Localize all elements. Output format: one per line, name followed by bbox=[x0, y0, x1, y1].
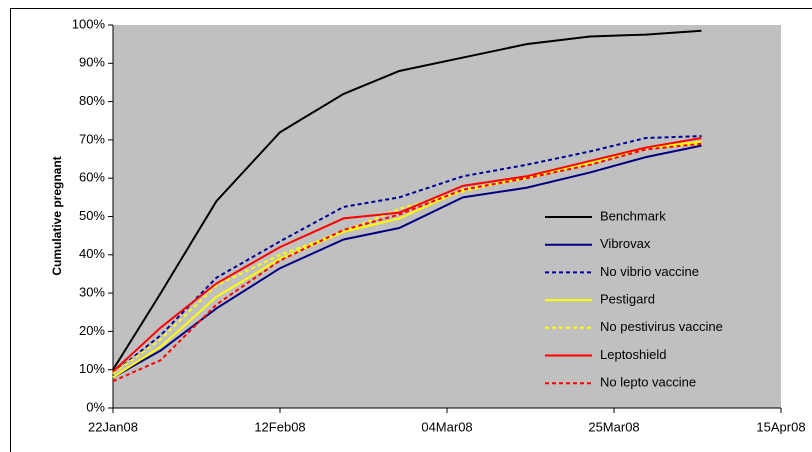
legend-label: No pestivirus vaccine bbox=[600, 319, 723, 334]
series-line bbox=[112, 142, 702, 383]
y-tick-label: 60% bbox=[79, 170, 105, 185]
x-tick-label: 04Mar08 bbox=[421, 419, 472, 434]
y-tick-label: 40% bbox=[79, 246, 105, 261]
x-tick-label: 22Jan08 bbox=[88, 419, 138, 434]
legend-label: Leptoshield bbox=[600, 347, 667, 362]
y-axis-label: Cumulative pregnant bbox=[50, 156, 64, 275]
y-tick-label: 30% bbox=[79, 285, 105, 300]
legend-label: Vibrovax bbox=[600, 236, 651, 251]
plot-area bbox=[113, 25, 781, 408]
x-tick-label: 25Mar08 bbox=[588, 419, 639, 434]
legend-label: Benchmark bbox=[600, 208, 666, 223]
series-line bbox=[112, 136, 702, 373]
x-tick-label: 12Feb08 bbox=[254, 419, 305, 434]
y-tick-label: 20% bbox=[79, 323, 105, 338]
legend-label: No lepto vaccine bbox=[600, 375, 696, 390]
legend-label: Pestigard bbox=[600, 292, 655, 307]
series-line bbox=[112, 140, 702, 379]
y-tick-label: 100% bbox=[72, 16, 106, 31]
legend-label: No vibrio vaccine bbox=[600, 264, 699, 279]
y-tick-label: 80% bbox=[79, 93, 105, 108]
y-tick-label: 90% bbox=[79, 55, 105, 70]
x-tick-label: 15Apr08 bbox=[756, 419, 805, 434]
series-line bbox=[112, 29, 702, 371]
y-tick-label: 0% bbox=[86, 399, 105, 414]
series-line bbox=[112, 135, 702, 375]
y-tick-label: 10% bbox=[79, 361, 105, 376]
y-tick-label: 70% bbox=[79, 131, 105, 146]
y-tick-label: 50% bbox=[79, 208, 105, 223]
